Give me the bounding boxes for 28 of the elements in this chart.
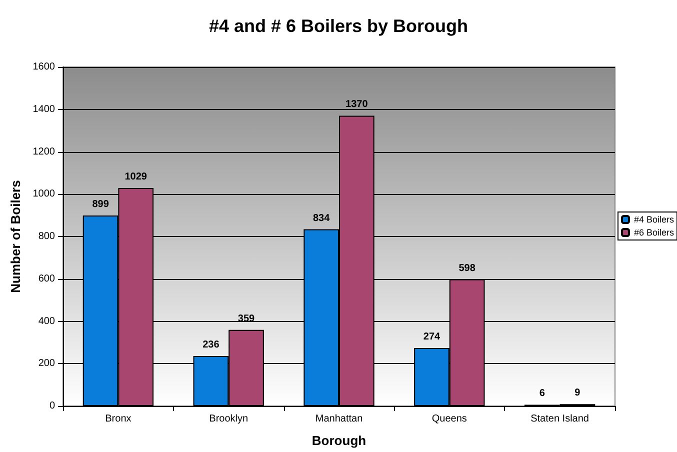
y-tick-label: 800 [38, 231, 56, 242]
chart-title: #4 and # 6 Boilers by Borough [208, 16, 468, 36]
x-axis-title: Borough [312, 433, 366, 448]
y-tick-label: 1000 [32, 188, 56, 200]
data-label: 1370 [346, 99, 368, 110]
data-label: 1029 [124, 171, 148, 182]
data-label: 274 [423, 331, 441, 342]
data-label: 598 [458, 262, 476, 274]
data-label: 9 [574, 388, 581, 399]
legend-label: #4 Boilers [634, 214, 674, 224]
data-label: 899 [92, 199, 110, 210]
y-axis-title: Number of Boilers [8, 180, 23, 293]
y-tick-label: 1400 [32, 104, 56, 115]
data-label: 6 [539, 388, 546, 400]
y-tick-label: 200 [38, 358, 56, 370]
x-tick-label: Brooklyn [209, 414, 248, 424]
y-tick-label: 1200 [32, 146, 56, 158]
y-tick-label: 0 [49, 400, 56, 412]
y-tick-label: 600 [38, 273, 56, 284]
y-tick-label: 400 [38, 316, 56, 327]
x-tick-label: Manhattan [315, 414, 363, 424]
x-tick-label: Bronx [105, 414, 132, 424]
x-tick-label: Queens [432, 414, 467, 424]
data-label: 236 [202, 339, 220, 350]
x-tick-label: Staten Island [530, 414, 589, 424]
legend-label: #6 Boilers [634, 228, 674, 238]
data-label: 834 [312, 212, 330, 224]
y-tick-label: 1600 [32, 62, 56, 72]
